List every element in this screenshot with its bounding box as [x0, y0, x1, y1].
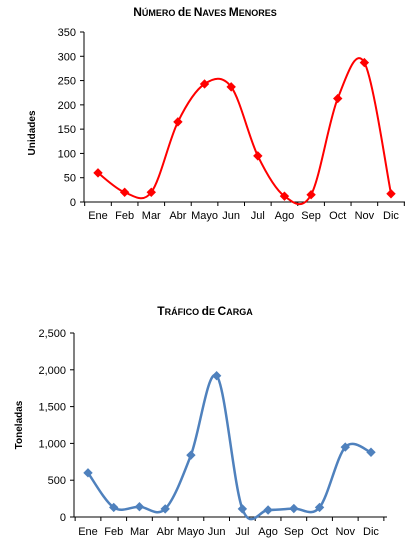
- data-point-ene: [83, 468, 93, 478]
- x-tick-label: Dic: [383, 210, 399, 222]
- y-tick-label: 250: [58, 76, 76, 88]
- y-tick-label: 500: [48, 475, 66, 487]
- x-tick-label: Feb: [104, 526, 123, 538]
- x-tick-label: Mar: [130, 526, 149, 538]
- data-point-mayo: [199, 79, 210, 89]
- data-point-feb: [109, 502, 119, 513]
- y-tick-label: 0: [70, 197, 76, 209]
- data-point-ago: [279, 191, 290, 201]
- x-tick-label: Jun: [222, 210, 240, 222]
- x-tick-label: Nov: [355, 210, 375, 222]
- x-tick-labels: Ene Feb Mar Abr Mayo Jun Jul Ago Sep Oct Nov Dic: [78, 526, 379, 538]
- data-point-mayo: [186, 450, 196, 460]
- x-tick-label: Nov: [335, 526, 355, 538]
- x-tick-label: Oct: [311, 526, 328, 538]
- series-line: [86, 373, 372, 521]
- series-markers: [83, 370, 376, 515]
- x-tick-label: Sep: [301, 210, 321, 222]
- x-tick-label: Mayo: [177, 526, 204, 538]
- data-point-oct: [333, 93, 343, 104]
- x-tick-label: Jul: [251, 210, 265, 222]
- data-point-jun: [211, 370, 222, 381]
- x-tick-label: Sep: [284, 526, 304, 538]
- y-tick-labels: 0 500 1,000 1,500 2,000 2,500: [38, 328, 66, 524]
- y-tick-label: 350: [58, 27, 76, 39]
- axes: [70, 332, 387, 521]
- data-point-ago: [263, 505, 273, 515]
- y-tick-label: 2,500: [38, 328, 66, 340]
- data-point-abr: [160, 504, 170, 514]
- data-point-nov: [359, 57, 370, 68]
- y-tick-label: 2,000: [38, 365, 66, 377]
- x-tick-label: Abr: [169, 210, 186, 222]
- x-tick-label: Ago: [258, 526, 278, 538]
- x-tick-label: Dic: [363, 526, 379, 538]
- x-tick-label: Oct: [329, 210, 346, 222]
- data-point-oct: [314, 502, 325, 513]
- y-tick-label: 1,000: [38, 438, 66, 450]
- chart-naves-menores: NÚMERO dE NAVES MENORES Unidades 0 50 100 1…: [27, 5, 405, 222]
- data-point-feb: [119, 187, 130, 197]
- data-point-jul: [237, 504, 248, 514]
- data-point-sep: [289, 503, 299, 514]
- y-tick-labels: 0 50 100 150 200 250 300 350: [58, 27, 76, 209]
- y-axis-label: Unidades: [27, 110, 38, 155]
- x-tick-label: Mayo: [191, 210, 218, 222]
- data-point-mar: [134, 501, 145, 512]
- data-point-jul: [253, 151, 263, 161]
- y-tick-label: 50: [64, 173, 76, 185]
- x-tick-label: Ene: [78, 526, 98, 538]
- data-point-abr: [173, 117, 183, 127]
- chart-title: NÚMERO dE NAVES MENORES: [133, 5, 277, 19]
- x-tick-label: Ene: [88, 210, 108, 222]
- data-point-jun: [226, 82, 236, 92]
- x-tick-labels: Ene Feb Mar Abr Mayo Jun Jul Ago Sep Oct Nov Dic: [88, 210, 399, 222]
- y-axis-label: Toneladas: [14, 400, 25, 449]
- y-tick-label: 150: [58, 124, 76, 136]
- y-tick-label: 300: [58, 51, 76, 63]
- data-point-nov: [340, 442, 350, 452]
- x-tick-label: Mar: [142, 210, 161, 222]
- x-tick-label: Abr: [157, 526, 174, 538]
- series-line: [97, 57, 392, 206]
- data-point-sep: [306, 190, 316, 200]
- data-point-ene: [93, 168, 103, 178]
- chart-trafico-carga: TRÁFICO dE CARGA Toneladas 0 500 1,000 1,50…: [14, 304, 387, 538]
- data-point-dic: [386, 189, 396, 199]
- x-tick-label: Jun: [208, 526, 226, 538]
- x-tick-label: Ago: [275, 210, 295, 222]
- y-tick-label: 100: [58, 148, 76, 160]
- y-tick-label: 1,500: [38, 402, 66, 414]
- data-point-mar: [146, 187, 156, 197]
- x-tick-label: Feb: [115, 210, 134, 222]
- data-point-dic: [366, 447, 376, 457]
- chart-title: TRÁFICO dE CARGA: [157, 304, 253, 318]
- axes: [80, 31, 405, 206]
- series-markers: [93, 57, 396, 201]
- y-tick-label: 200: [58, 100, 76, 112]
- y-tick-label: 0: [60, 512, 66, 524]
- x-tick-label: Jul: [235, 526, 249, 538]
